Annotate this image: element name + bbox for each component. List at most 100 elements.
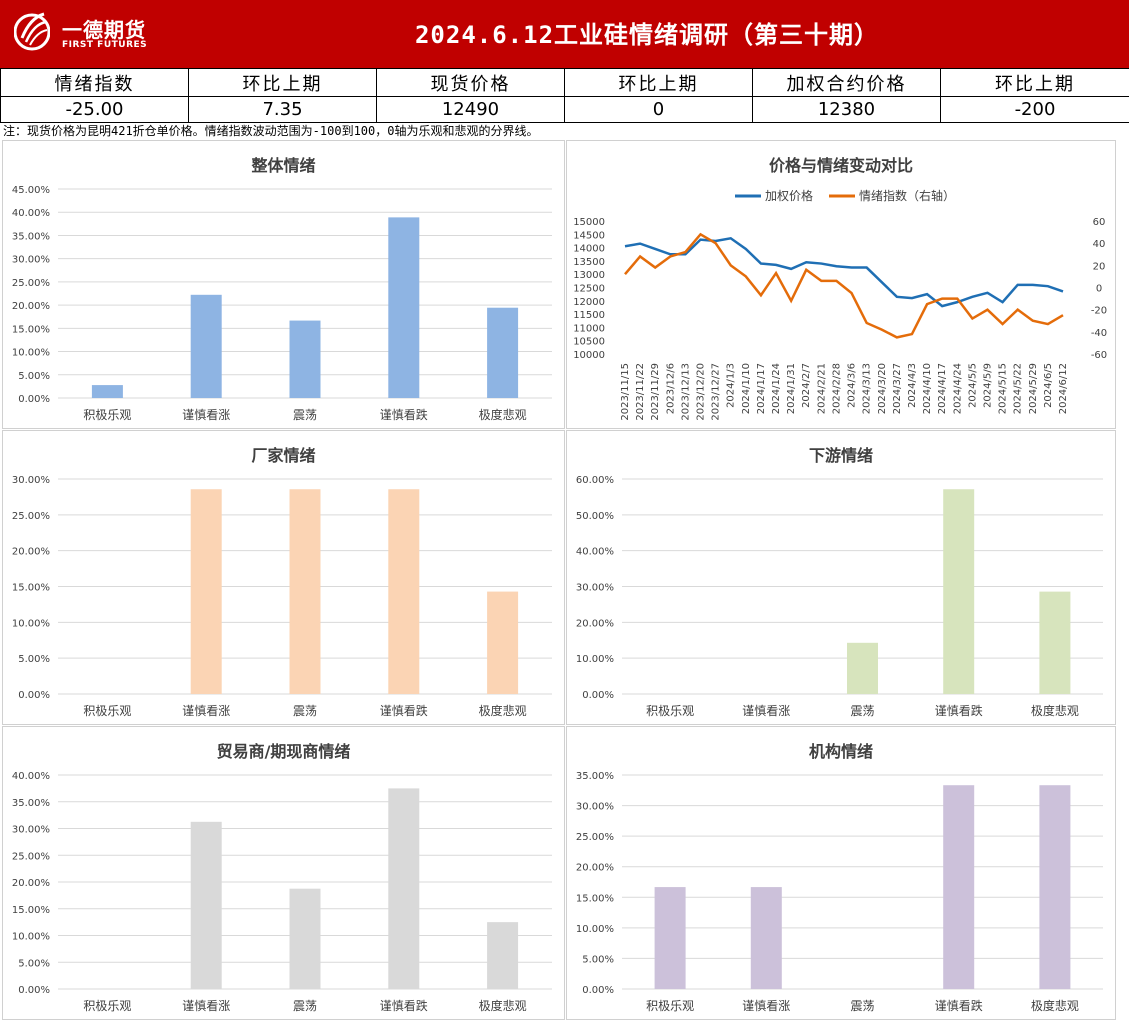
factory-y-tick-label: 0.00%: [18, 690, 50, 701]
stats-header-change-2: 环比上期: [564, 68, 753, 97]
logo-text-en: FIRST FUTURES: [62, 40, 148, 50]
page-title: 2024.6.12工业硅情绪调研（第三十期）: [414, 21, 880, 49]
institution-y-tick-label: 10.00%: [576, 924, 614, 935]
left-y-tick-label: 10000: [573, 350, 605, 361]
x-tick-label: 2024/5/22: [1013, 363, 1024, 414]
factory-category-label: 谨慎看涨: [182, 703, 230, 718]
institution-category-label: 谨慎看涨: [742, 998, 790, 1013]
factory-y-tick-label: 30.00%: [12, 475, 50, 486]
left-y-tick-label: 13500: [573, 257, 605, 268]
right-y-tick-label: 20: [1093, 261, 1106, 272]
left-y-tick-label: 15000: [573, 217, 605, 228]
stats-value-weighted-price: 12380: [752, 96, 941, 123]
trader-y-tick-label: 0.00%: [18, 985, 50, 996]
x-tick-label: 2024/4/10: [922, 363, 933, 414]
downstream-y-tick-label: 30.00%: [576, 583, 614, 594]
stats-header-change-3: 环比上期: [940, 68, 1129, 97]
x-tick-label: 2023/12/27: [711, 363, 722, 421]
overall-y-tick-label: 20.00%: [12, 301, 50, 312]
overall-sentiment-chart: 整体情绪 0.00% 5.00% 10.00% 15.00% 20.00% 25.00% 30…: [2, 140, 565, 429]
overall-y-tick-label: 10.00%: [12, 348, 50, 359]
stats-header-weighted-price: 加权合约价格: [752, 68, 941, 97]
right-y-tick-label: -20: [1091, 306, 1107, 317]
factory-y-tick-label: 15.00%: [12, 583, 50, 594]
left-y-tick-label: 11000: [573, 323, 605, 334]
institution-bar: [750, 887, 782, 989]
x-tick-label: 2023/11/22: [635, 363, 646, 421]
factory-category-label: 极度悲观: [479, 703, 527, 718]
trader-y-tick-label: 30.00%: [12, 825, 50, 836]
stats-value-change-1: 7.35: [188, 96, 377, 123]
left-y-tick-label: 11500: [573, 310, 605, 321]
factory-y-tick-label: 20.00%: [12, 547, 50, 558]
downstream-category-label: 谨慎看跌: [935, 703, 983, 718]
right-y-tick-label: 0: [1096, 284, 1102, 295]
trader-bar: [388, 788, 420, 989]
left-y-tick-label: 12500: [573, 284, 605, 295]
x-tick-label: 2024/4/24: [952, 363, 963, 414]
x-tick-label: 2023/11/15: [620, 363, 631, 421]
company-logo: 一德期货 FIRST FUTURES: [13, 8, 164, 60]
downstream-bar: [943, 489, 975, 694]
institution-bar: [1039, 785, 1071, 989]
trader-category-label: 谨慎看涨: [182, 998, 230, 1013]
right-y-tick-label: -40: [1091, 328, 1107, 339]
overall-y-tick-label: 0.00%: [18, 394, 50, 405]
stats-value-change-3: -200: [940, 96, 1129, 123]
footnote: 注：现货价格为昆明421折仓单价格。情绪指数波动范围为-100到100，0轴为乐…: [3, 124, 539, 138]
factory-category-label: 震荡: [293, 704, 317, 718]
x-tick-label: 2024/1/10: [741, 363, 752, 414]
trader-category-label: 谨慎看跌: [380, 998, 428, 1013]
x-tick-label: 2023/12/20: [696, 363, 707, 421]
overall-y-tick-label: 45.00%: [12, 185, 50, 196]
overall-chart-title: 整体情绪: [250, 156, 315, 175]
x-tick-label: 2024/5/29: [1028, 363, 1039, 414]
institution-chart-title: 机构情绪: [809, 742, 873, 761]
x-tick-label: 2024/1/17: [756, 363, 767, 414]
price-sentiment-comparison-chart: 价格与情绪变动对比 加权价格 情绪指数（右轴） 10000 10500 11000 1150…: [566, 140, 1116, 429]
downstream-y-tick-label: 10.00%: [576, 654, 614, 665]
x-tick-label: 2024/3/27: [892, 363, 903, 414]
x-tick-label: 2024/5/5: [967, 363, 978, 408]
institution-y-tick-label: 0.00%: [582, 985, 614, 996]
institution-y-tick-label: 20.00%: [576, 863, 614, 874]
x-tick-label: 2024/6/5: [1043, 363, 1054, 408]
trader-bar: [289, 888, 321, 989]
downstream-sentiment-chart: 下游情绪 0.00% 10.00% 20.00% 30.00% 40.00% 50.00% 6…: [566, 430, 1116, 725]
institution-category-label: 震荡: [850, 999, 874, 1013]
downstream-sentiment-svg: 下游情绪 0.00% 10.00% 20.00% 30.00% 40.00% 50.00% 6…: [576, 446, 1103, 718]
downstream-category-label: 积极乐观: [646, 704, 694, 718]
trader-bar: [190, 821, 222, 989]
x-tick-label: 2024/1/24: [771, 363, 782, 414]
institution-bar: [943, 785, 975, 989]
stats-value-change-2: 0: [564, 96, 753, 123]
stats-value-spot-price: 12490: [376, 96, 565, 123]
compare-chart-title: 价格与情绪变动对比: [769, 156, 913, 175]
overall-category-label: 震荡: [293, 408, 317, 422]
trader-category-label: 积极乐观: [83, 999, 131, 1013]
overall-category-label: 积极乐观: [83, 408, 131, 422]
overall-y-tick-label: 15.00%: [12, 324, 50, 335]
overall-y-tick-label: 40.00%: [12, 208, 50, 219]
stats-header-spot-price: 现货价格: [376, 68, 565, 97]
overall-bar: [190, 294, 222, 398]
institution-y-tick-label: 15.00%: [576, 893, 614, 904]
overall-y-tick-label: 35.00%: [12, 231, 50, 242]
trader-chart-title: 贸易商/期现商情绪: [217, 742, 351, 761]
factory-bar: [289, 489, 321, 694]
price-series-line: [624, 236, 1064, 308]
downstream-y-tick-label: 50.00%: [576, 511, 614, 522]
trader-y-tick-label: 20.00%: [12, 878, 50, 889]
factory-bar: [388, 489, 420, 694]
sentiment-series-line: [624, 232, 1064, 339]
institution-y-tick-label: 30.00%: [576, 802, 614, 813]
x-tick-label: 2023/12/6: [665, 363, 676, 414]
downstream-y-tick-label: 20.00%: [576, 618, 614, 629]
downstream-y-tick-label: 40.00%: [576, 547, 614, 558]
institution-sentiment-chart: 机构情绪 0.00% 5.00% 10.00% 15.00% 20.00% 25.00% 30…: [566, 726, 1116, 1020]
x-tick-label: 2024/5/9: [982, 363, 993, 408]
overall-category-label: 极度悲观: [479, 407, 527, 422]
institution-sentiment-svg: 机构情绪 0.00% 5.00% 10.00% 15.00% 20.00% 25.00% 30…: [576, 742, 1103, 1013]
factory-bar: [487, 591, 519, 694]
